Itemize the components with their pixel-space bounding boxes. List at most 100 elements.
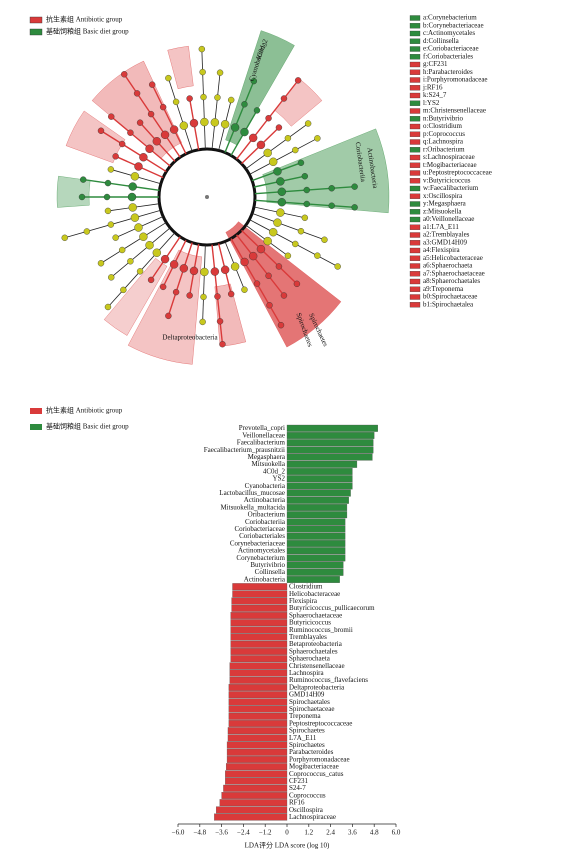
bar <box>232 583 288 591</box>
category-label: Mitsuokella_multacida <box>220 503 285 511</box>
clade-highlight <box>167 45 194 90</box>
taxon-node <box>216 69 224 76</box>
taxon-node <box>172 288 180 296</box>
taxon-key: f:Coriobacteriales <box>423 52 473 60</box>
taxon-key: j:RF16 <box>422 83 443 91</box>
clade-highlight <box>262 128 390 214</box>
taxon-node <box>103 193 111 201</box>
category-label: Coprococcus_catus <box>289 770 344 778</box>
taxon-swatch <box>409 131 421 137</box>
bar <box>230 655 288 663</box>
taxon-swatch <box>409 85 421 91</box>
category-label: Lachnospira <box>289 669 324 677</box>
bar <box>286 446 374 454</box>
bar <box>223 784 288 792</box>
taxon-node <box>97 127 105 134</box>
taxon-swatch <box>409 294 421 300</box>
taxon-node <box>351 204 358 211</box>
taxon-key: u:Peptostreptococcaceae <box>423 169 492 177</box>
category-label: Cyanobacteria <box>245 482 286 490</box>
taxon-key: b1:Spirochaetalea <box>423 300 474 308</box>
taxon-node <box>200 117 209 127</box>
bar <box>286 554 346 562</box>
taxon-node <box>276 177 285 186</box>
taxon-swatch <box>409 46 421 52</box>
taxon-key: t:Mogibacteriaceae <box>423 161 477 169</box>
bar <box>286 460 358 468</box>
taxon-node <box>297 159 305 166</box>
taxon-node <box>284 252 292 259</box>
taxon-swatch <box>409 224 421 230</box>
bar <box>230 640 288 648</box>
taxon-node <box>152 248 162 257</box>
root-node <box>205 195 209 199</box>
bar <box>226 748 288 756</box>
legend-swatch[interactable] <box>30 424 42 430</box>
branch <box>151 84 187 155</box>
bar <box>227 734 288 742</box>
taxon-node <box>128 182 137 191</box>
category-label: Ruminococcus_bromii <box>289 626 353 634</box>
category-label: Corynebacteriaceae <box>230 539 285 547</box>
taxon-key: w:Faecalibacterium <box>423 184 479 192</box>
x-tick-label: −4.8 <box>193 829 206 837</box>
taxon-swatch <box>409 209 421 215</box>
category-label: Treponema <box>289 712 322 720</box>
taxon-node <box>200 93 207 101</box>
legend-swatch[interactable] <box>30 408 42 414</box>
x-tick-label: −2.4 <box>237 829 250 837</box>
taxon-swatch <box>409 116 421 122</box>
taxon-key: h:Parabacteroides <box>423 68 473 76</box>
taxon-node <box>230 262 240 271</box>
category-label: 4C0d_2 <box>263 467 286 475</box>
category-label: Christensenellaceae <box>289 662 345 670</box>
category-label: Actinobacteria <box>244 575 286 583</box>
bar <box>286 540 346 547</box>
taxon-node <box>133 90 141 97</box>
taxon-node <box>159 103 167 111</box>
taxon-key: d:Collinsella <box>423 37 460 45</box>
taxon-node <box>104 303 112 311</box>
taxon-node <box>263 236 272 246</box>
category-label: Oribacterium <box>248 511 286 519</box>
taxon-swatch <box>409 154 421 161</box>
taxon-node <box>199 68 206 76</box>
taxon-swatch <box>409 247 421 254</box>
taxon-swatch <box>409 271 421 277</box>
taxon-node <box>276 208 285 217</box>
taxon-swatch <box>409 170 421 176</box>
category-label: YS2 <box>273 475 286 483</box>
taxon-node <box>172 98 180 106</box>
category-label: Mitsuokella <box>252 460 286 468</box>
bar <box>286 475 353 483</box>
taxon-swatch <box>409 255 421 261</box>
taxon-node <box>328 185 335 192</box>
category-label: Spirochaetes <box>289 727 325 735</box>
category-label: Butyrivibrio <box>250 561 285 569</box>
taxon-swatch <box>409 278 421 285</box>
bar <box>228 712 288 720</box>
taxon-node <box>241 286 248 293</box>
taxon-node <box>121 71 128 78</box>
category-label: Clostridium <box>289 583 323 591</box>
taxon-node <box>303 186 310 194</box>
taxon-key: a5:Helicobacteraceae <box>423 254 483 262</box>
bar <box>230 626 288 634</box>
taxon-key: x:Oscillospira <box>423 192 463 200</box>
taxon-key: a6:Sphaerochaeta <box>423 262 473 270</box>
category-label: Lachnospiraceae <box>289 813 336 821</box>
bar <box>226 756 288 763</box>
bar <box>286 568 344 576</box>
category-label: Coprococcus <box>289 791 326 799</box>
bar <box>219 799 288 807</box>
taxon-node <box>139 153 148 162</box>
taxon-node <box>210 267 220 276</box>
taxon-node <box>230 123 240 132</box>
legend-label: 抗生素组 Antibiotic group <box>46 15 123 24</box>
bar <box>221 792 288 799</box>
category-label: Sphaerochaetaceae <box>289 611 342 619</box>
category-label: Faecalibacterium_prausnitzii <box>204 446 285 454</box>
category-label: Megasphaera <box>248 453 286 461</box>
taxon-node <box>160 254 170 264</box>
taxon-key: l:YS2 <box>423 99 440 107</box>
